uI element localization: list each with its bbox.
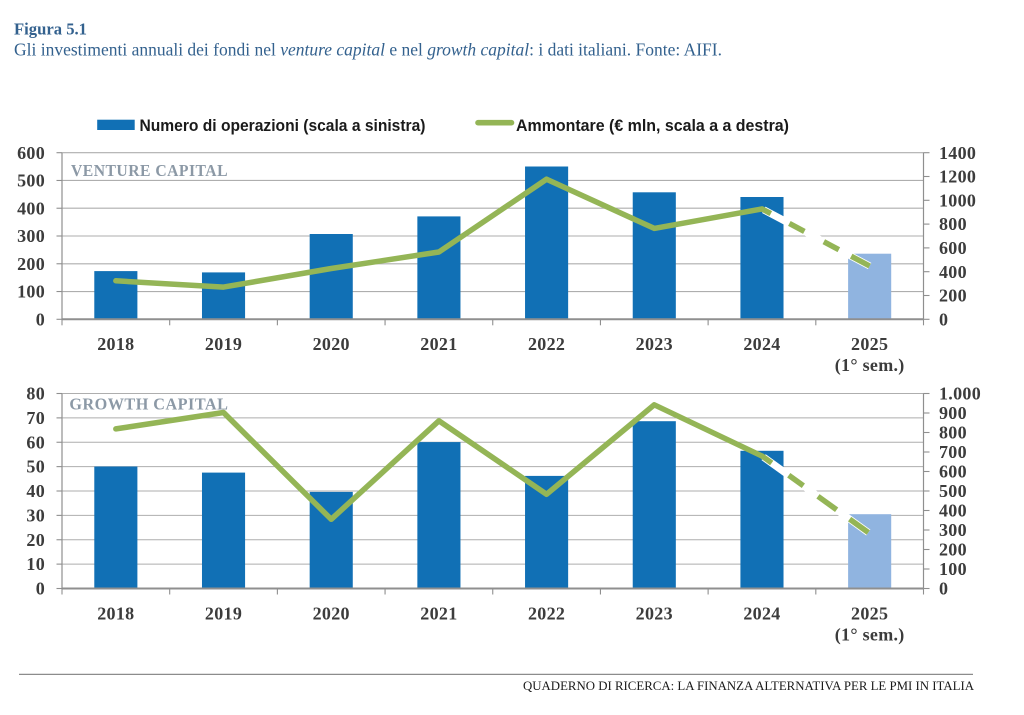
svg-text:200: 200 [939, 286, 967, 306]
svg-text:2024: 2024 [743, 334, 780, 354]
svg-text:40: 40 [26, 481, 45, 501]
svg-text:GROWTH CAPITAL: GROWTH CAPITAL [69, 395, 228, 414]
svg-text:600: 600 [939, 238, 967, 258]
svg-text:(1° sem.): (1° sem.) [835, 355, 905, 376]
svg-text:0: 0 [36, 309, 45, 329]
svg-text:2025: 2025 [851, 603, 888, 623]
svg-text:Numero di operazioni (scala a: Numero di operazioni (scala a sinistra) [140, 116, 426, 135]
svg-text:200: 200 [17, 254, 45, 274]
svg-text:300: 300 [939, 520, 967, 540]
svg-text:100: 100 [939, 559, 967, 579]
svg-text:1000: 1000 [939, 190, 976, 210]
svg-text:2018: 2018 [97, 334, 134, 354]
svg-text:2021: 2021 [420, 334, 457, 354]
svg-text:Figura 5.1: Figura 5.1 [14, 20, 87, 39]
svg-text:2020: 2020 [313, 603, 350, 623]
svg-text:2024: 2024 [743, 603, 780, 623]
svg-text:QUADERNO DI RICERCA: LA FINANZ: QUADERNO DI RICERCA: LA FINANZA ALTERNAT… [523, 679, 975, 693]
svg-text:100: 100 [17, 282, 45, 302]
svg-text:2019: 2019 [205, 603, 242, 623]
svg-text:2025: 2025 [851, 334, 888, 354]
svg-text:2023: 2023 [636, 334, 673, 354]
svg-text:2021: 2021 [420, 603, 457, 623]
svg-text:30: 30 [26, 505, 45, 525]
svg-text:400: 400 [939, 262, 967, 282]
svg-text:600: 600 [17, 143, 45, 163]
svg-text:700: 700 [939, 442, 967, 462]
svg-text:0: 0 [36, 579, 45, 599]
svg-text:1400: 1400 [939, 143, 976, 163]
svg-text:2018: 2018 [97, 603, 134, 623]
svg-text:VENTURE CAPITAL: VENTURE CAPITAL [71, 161, 228, 180]
svg-text:Ammontare (€ mln, scala a a de: Ammontare (€ mln, scala a a destra) [516, 116, 789, 135]
svg-text:(1° sem.): (1° sem.) [835, 624, 905, 645]
svg-text:800: 800 [939, 423, 967, 443]
svg-text:300: 300 [17, 226, 45, 246]
svg-text:0: 0 [939, 579, 948, 599]
svg-text:10: 10 [26, 554, 45, 574]
svg-text:80: 80 [26, 384, 45, 404]
svg-text:2022: 2022 [528, 603, 565, 623]
svg-text:2020: 2020 [313, 334, 350, 354]
svg-text:1200: 1200 [939, 167, 976, 187]
svg-text:600: 600 [939, 462, 967, 482]
svg-text:60: 60 [26, 432, 45, 452]
svg-text:400: 400 [939, 501, 967, 521]
svg-text:1.000: 1.000 [939, 384, 981, 404]
svg-text:50: 50 [26, 457, 45, 477]
svg-text:500: 500 [939, 481, 967, 501]
svg-text:70: 70 [26, 408, 45, 428]
svg-text:2022: 2022 [528, 334, 565, 354]
svg-text:Gli investimenti annuali dei f: Gli investimenti annuali dei fondi nel v… [14, 40, 722, 60]
svg-text:2019: 2019 [205, 334, 242, 354]
svg-text:20: 20 [26, 530, 45, 550]
svg-text:800: 800 [939, 214, 967, 234]
svg-text:500: 500 [17, 171, 45, 191]
svg-text:0: 0 [939, 309, 948, 329]
svg-text:200: 200 [939, 540, 967, 560]
svg-text:900: 900 [939, 403, 967, 423]
svg-text:2023: 2023 [636, 603, 673, 623]
svg-text:400: 400 [17, 198, 45, 218]
